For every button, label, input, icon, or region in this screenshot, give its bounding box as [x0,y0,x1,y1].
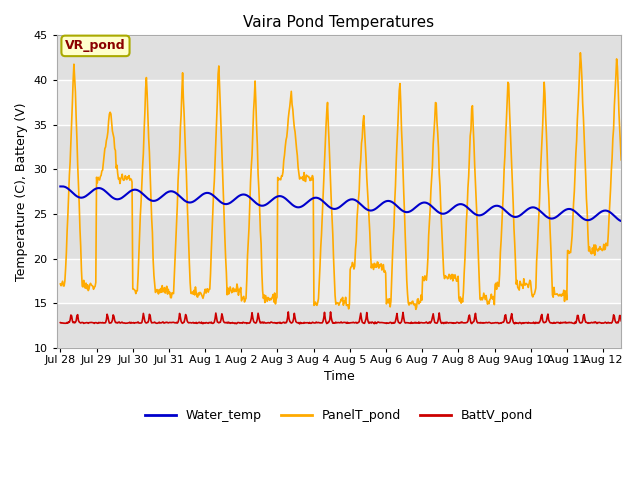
Bar [57,169,621,214]
Legend: Water_temp, PanelT_pond, BattV_pond: Water_temp, PanelT_pond, BattV_pond [140,404,538,427]
Bar [57,80,621,125]
Title: Vaira Pond Temperatures: Vaira Pond Temperatures [243,15,435,30]
X-axis label: Time: Time [324,370,355,384]
Bar [57,125,621,169]
Bar [57,214,621,259]
Bar [57,36,621,80]
Y-axis label: Temperature (C), Battery (V): Temperature (C), Battery (V) [15,102,28,281]
Bar [57,259,621,303]
Bar [57,303,621,348]
Text: VR_pond: VR_pond [65,39,126,52]
